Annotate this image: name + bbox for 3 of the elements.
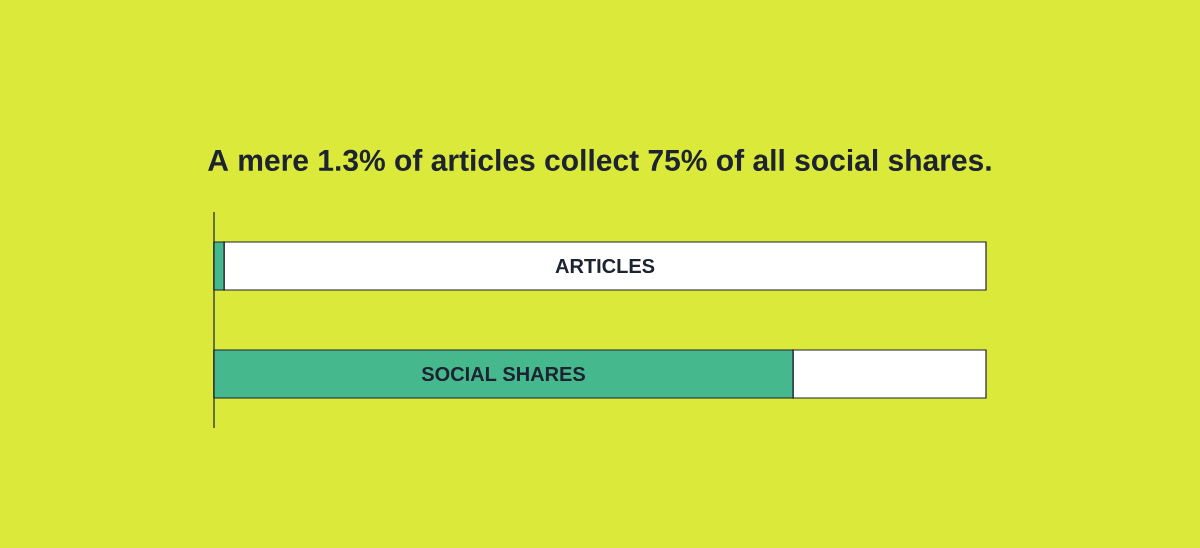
y-tick-label: ARTICLES	[555, 258, 655, 274]
y-tick-label: SOCIAL SHARES	[421, 366, 585, 382]
chart-title: A mere 1.3% of articles collect 75% of all social shares.	[208, 148, 991, 172]
